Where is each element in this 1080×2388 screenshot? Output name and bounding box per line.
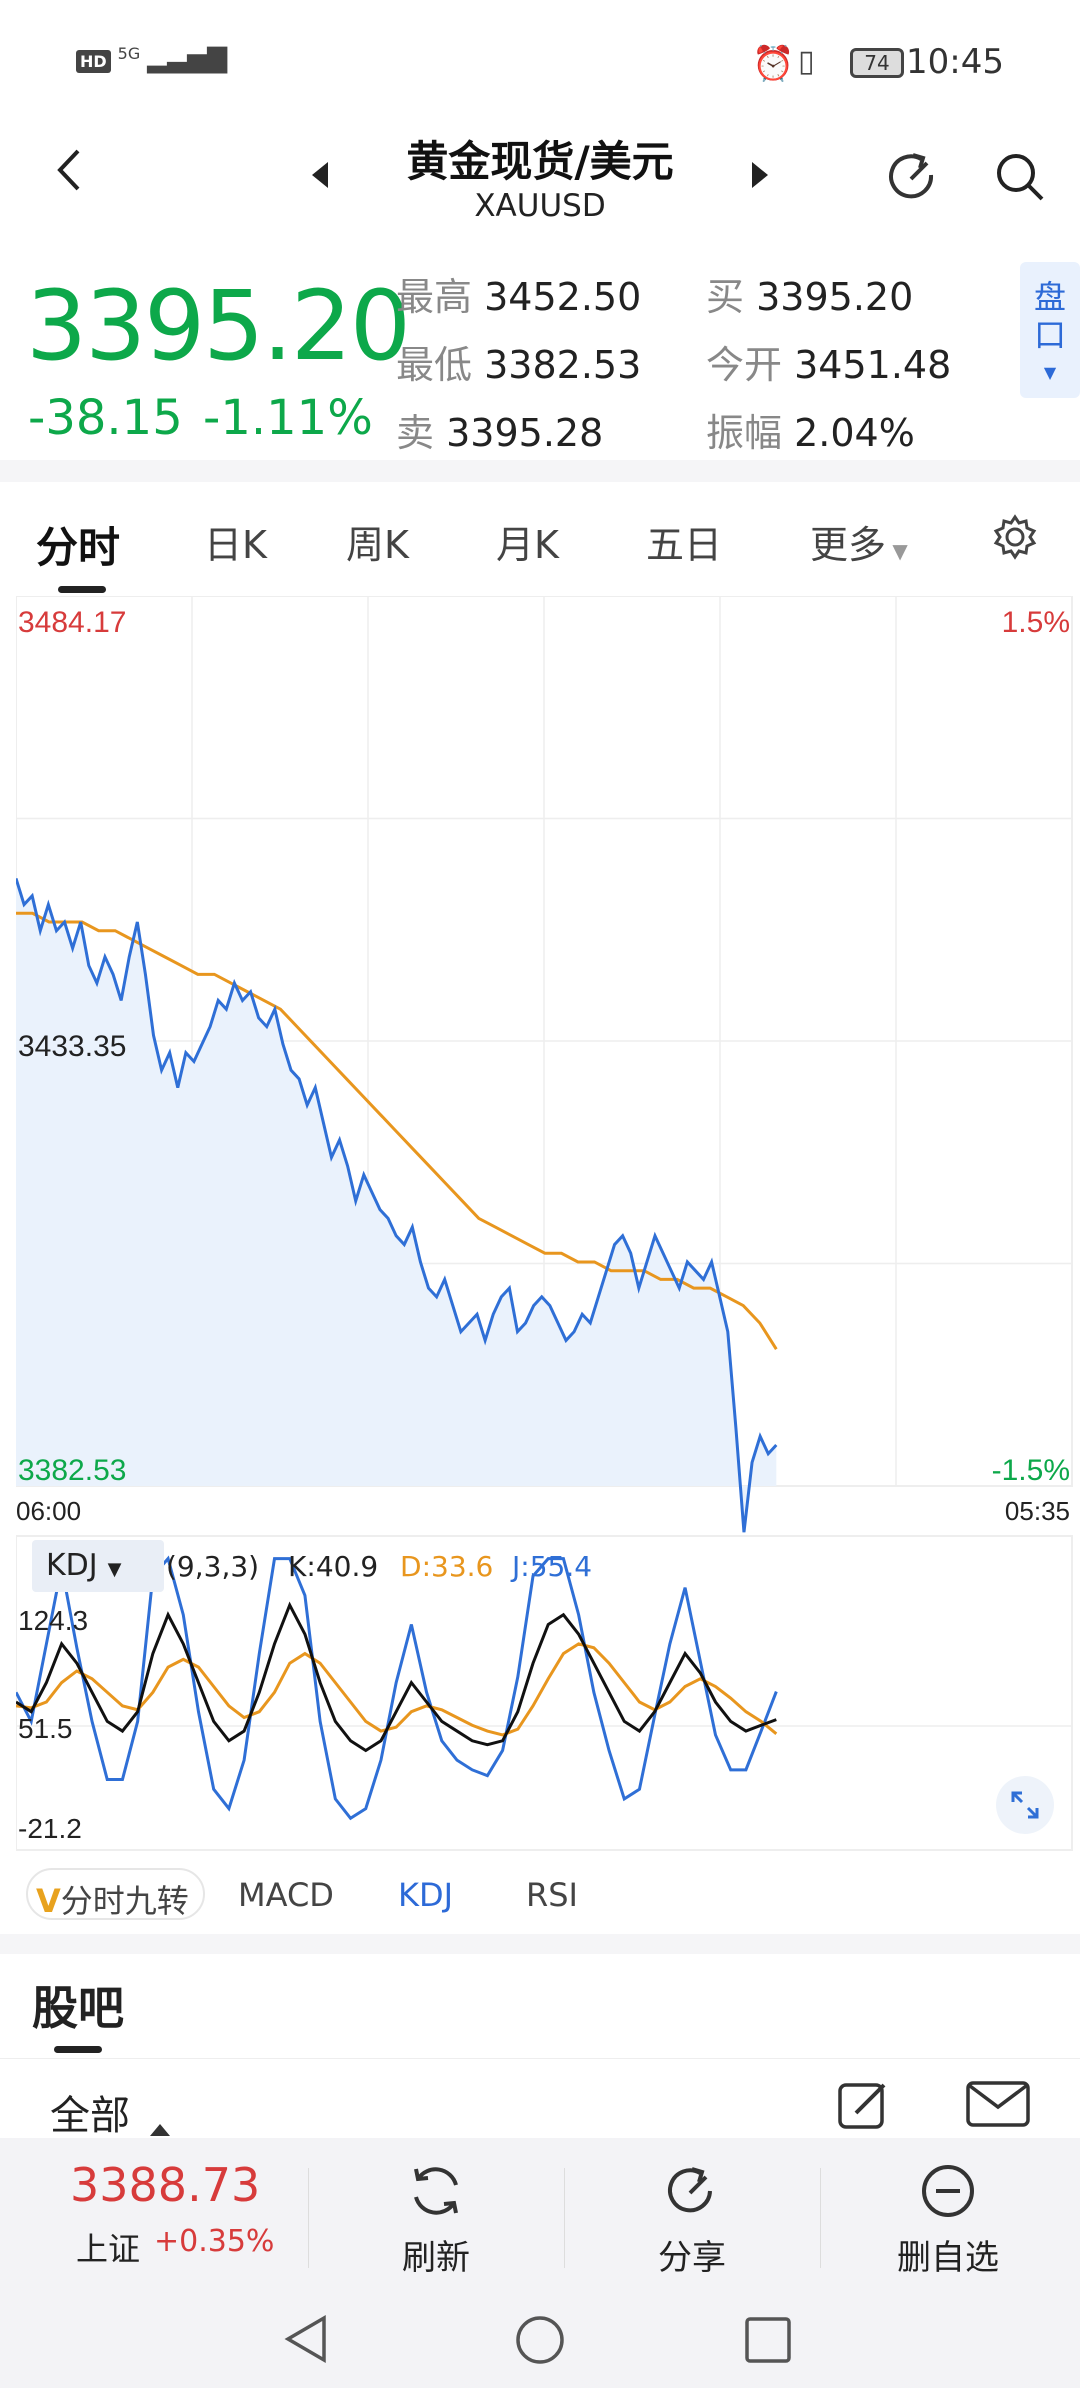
index-name: 上证 bbox=[76, 2230, 141, 2268]
indicator-selector[interactable]: KDJ ▼ bbox=[32, 1540, 164, 1592]
y-axis-min-pct-label: -1.5% bbox=[992, 1454, 1070, 1487]
price-change-percent: -1.11% bbox=[203, 390, 373, 446]
tab-monthly-k[interactable]: 月K bbox=[496, 523, 559, 567]
price-area-fill bbox=[16, 878, 777, 1533]
filter-all[interactable]: 全部 bbox=[50, 2093, 130, 2139]
chevron-down-icon: ▼ bbox=[1043, 363, 1057, 382]
tab-intraday[interactable]: 分时 bbox=[36, 523, 121, 572]
divider bbox=[0, 460, 1080, 482]
nav-back-icon[interactable] bbox=[282, 2314, 332, 2368]
search-icon[interactable] bbox=[985, 142, 1055, 212]
y-axis-mid-label: 3433.35 bbox=[18, 1030, 126, 1063]
expand-icon[interactable] bbox=[996, 1776, 1054, 1834]
kdj-d-line bbox=[15, 1642, 778, 1737]
status-bar: HD 5G ▂▃▅▇ ⏰ ▯ 74 10:45 bbox=[0, 0, 1080, 120]
y-axis-min-label: 3382.53 bbox=[18, 1454, 126, 1487]
tab-more[interactable]: 更多 ▼ bbox=[810, 523, 908, 567]
active-tab-indicator bbox=[54, 2046, 102, 2053]
quote-field-amplitude: 振幅 2.04% bbox=[706, 411, 915, 455]
indicator-tab-macd[interactable]: MACD bbox=[238, 1876, 334, 1914]
order-book-button[interactable]: 盘口 ▼ bbox=[1020, 262, 1080, 398]
chart-area: 3484.17 3433.35 3382.53 1.5% -1.5% 06:00… bbox=[14, 595, 1074, 1852]
back-icon[interactable] bbox=[40, 140, 100, 200]
kdj-axis-min-label: -21.2 bbox=[18, 1813, 82, 1844]
price-change: -38.15 bbox=[28, 390, 183, 446]
quote-field-open: 今开 3451.48 bbox=[706, 343, 952, 387]
quote-field-high: 最高 3452.50 bbox=[396, 275, 642, 319]
kdj-k-value: K:40.9 bbox=[288, 1550, 379, 1583]
share-icon bbox=[612, 2156, 772, 2226]
kdj-axis-mid-label: 51.5 bbox=[18, 1713, 73, 1744]
divider bbox=[308, 2168, 309, 2268]
divider bbox=[0, 1934, 1080, 1954]
kdj-j-value: J:55.4 bbox=[512, 1550, 593, 1583]
y-axis-max-pct-label: 1.5% bbox=[1002, 606, 1070, 639]
compose-icon[interactable] bbox=[836, 2077, 892, 2137]
vip-icon: V bbox=[36, 1882, 61, 1920]
network-indicator: HD 5G ▂▃▅▇ bbox=[76, 44, 227, 74]
quote-field-low: 最低 3382.53 bbox=[396, 343, 642, 387]
nav-recents-icon[interactable] bbox=[744, 2316, 792, 2368]
indicator-name: KDJ bbox=[46, 1548, 98, 1583]
tab-daily-k[interactable]: 日K bbox=[204, 523, 267, 567]
dropdown-icon: ▼ bbox=[107, 1559, 122, 1580]
minus-circle-icon bbox=[868, 2156, 1028, 2226]
instrument-symbol: XAUUSD bbox=[474, 188, 606, 224]
indicator-tab-nine-turn[interactable]: V分时九转 bbox=[26, 1868, 205, 1920]
alarm-icon: ⏰ bbox=[752, 44, 795, 84]
app-header: 黄金现货/美元 XAUUSD bbox=[0, 120, 1080, 240]
share-icon[interactable] bbox=[878, 142, 948, 212]
community-filter-row: 全部 bbox=[0, 2058, 1080, 2139]
system-nav-bar bbox=[0, 2290, 1080, 2388]
y-axis-max-label: 3484.17 bbox=[18, 606, 126, 639]
previous-instrument-icon[interactable] bbox=[300, 150, 340, 200]
quote-field-ask: 卖 3395.28 bbox=[396, 411, 604, 455]
indicator-tab-rsi[interactable]: RSI bbox=[526, 1876, 578, 1914]
refresh-icon bbox=[356, 2156, 516, 2226]
expand-arrow-icon[interactable] bbox=[150, 2124, 170, 2136]
divider bbox=[564, 2168, 565, 2268]
share-button[interactable]: 分享 bbox=[612, 2156, 772, 2279]
kdj-axis-max-label: 124.3 bbox=[18, 1605, 88, 1636]
intraday-chart[interactable]: 3484.17 3433.35 3382.53 1.5% -1.5% 06:00… bbox=[14, 595, 1074, 1852]
vibrate-icon: ▯ bbox=[798, 44, 815, 79]
chart-settings-icon[interactable] bbox=[990, 512, 1040, 566]
tab-five-day[interactable]: 五日 bbox=[646, 523, 723, 567]
x-axis-start-label: 06:00 bbox=[16, 1496, 81, 1526]
message-icon[interactable] bbox=[966, 2079, 1030, 2133]
dropdown-icon: ▼ bbox=[886, 539, 908, 563]
indicator-tab-kdj[interactable]: KDJ bbox=[398, 1876, 454, 1914]
battery-indicator: 74 bbox=[850, 48, 904, 78]
remove-watchlist-button[interactable]: 删自选 bbox=[868, 2156, 1028, 2279]
community-section-title[interactable]: 股吧 bbox=[32, 1981, 124, 2035]
quote-panel: 3395.20 -38.15 -1.11% 最高 3452.50 最低 3382… bbox=[0, 250, 1080, 460]
nav-home-icon[interactable] bbox=[514, 2314, 566, 2370]
page-title: 黄金现货/美元 bbox=[406, 137, 674, 186]
kdj-d-value: D:33.6 bbox=[400, 1550, 494, 1583]
clock: 10:45 bbox=[906, 42, 1004, 82]
bottom-toolbar: 3388.73 上证 +0.35% 刷新 分享 删自选 bbox=[0, 2124, 1080, 2388]
x-axis-end-label: 05:35 bbox=[1005, 1496, 1070, 1526]
chart-period-tabs: 分时 日K 周K 月K 五日 更多 ▼ bbox=[0, 482, 1080, 593]
last-price: 3395.20 bbox=[26, 270, 411, 382]
indicator-tabs: V分时九转 MACD KDJ RSI bbox=[0, 1854, 1080, 1934]
index-change-percent: +0.35% bbox=[154, 2224, 275, 2259]
tab-weekly-k[interactable]: 周K bbox=[346, 523, 409, 567]
order-book-label: 盘口 bbox=[1033, 278, 1066, 354]
kdj-k-line bbox=[15, 1601, 777, 1753]
divider bbox=[820, 2168, 821, 2268]
indicator-params: (9,3,3) bbox=[166, 1550, 260, 1583]
kdj-j-line bbox=[14, 1555, 778, 1821]
refresh-button[interactable]: 刷新 bbox=[356, 2156, 516, 2279]
average-price-line bbox=[16, 911, 778, 1350]
price-line bbox=[14, 877, 778, 1533]
quote-field-bid: 买 3395.20 bbox=[706, 275, 914, 319]
active-tab-indicator bbox=[58, 586, 106, 593]
next-instrument-icon[interactable] bbox=[740, 150, 780, 200]
index-value[interactable]: 3388.73 bbox=[70, 2158, 261, 2212]
